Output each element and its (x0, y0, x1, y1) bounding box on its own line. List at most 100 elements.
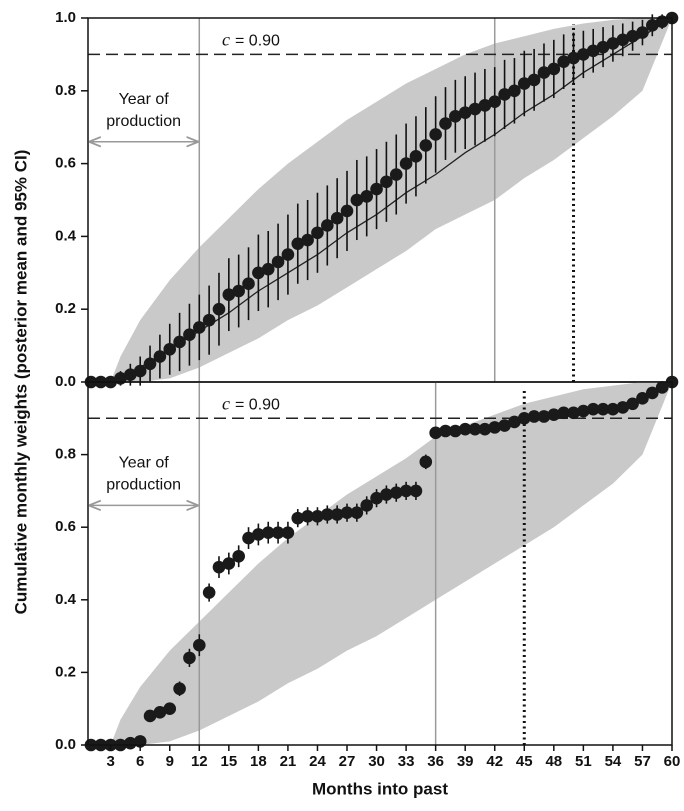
x-tick-label: 51 (575, 753, 592, 770)
point (636, 26, 649, 39)
annotation-text: production (106, 477, 181, 494)
point (311, 226, 324, 240)
point (340, 204, 354, 218)
y-tick-label: 1.0 (55, 9, 76, 26)
x-tick-label: 54 (605, 753, 622, 770)
point (399, 157, 413, 170)
x-tick-label: 12 (191, 753, 208, 770)
threshold-value: = 0.90 (235, 397, 280, 414)
point (537, 66, 551, 79)
point (646, 18, 659, 32)
point (153, 350, 167, 363)
point (173, 682, 186, 696)
point (557, 406, 570, 420)
point (429, 128, 442, 141)
point (330, 211, 344, 225)
point (478, 422, 492, 436)
annotation-text: Year of (119, 455, 170, 472)
point (488, 95, 502, 109)
point (173, 335, 186, 349)
point (311, 510, 324, 523)
point (517, 77, 531, 90)
point (242, 277, 255, 291)
point (498, 419, 511, 432)
point (596, 402, 610, 416)
ci-band (110, 18, 672, 382)
y-tick-label: 0.4 (55, 227, 77, 244)
y-tick-label: 0.6 (55, 155, 76, 172)
point (360, 190, 374, 203)
point (252, 528, 265, 541)
point (577, 404, 590, 418)
y-tick-label: 0.0 (55, 736, 76, 753)
point (616, 401, 630, 414)
point (439, 117, 452, 130)
point (153, 706, 167, 719)
point (616, 33, 630, 47)
plot-frame (87, 381, 673, 746)
point (301, 510, 314, 523)
point (192, 321, 206, 334)
point (498, 88, 511, 101)
x-tick-label: 6 (136, 753, 144, 770)
x-tick-label: 27 (339, 753, 356, 770)
point (202, 313, 216, 327)
point (202, 586, 216, 599)
point (212, 560, 226, 574)
point (439, 424, 452, 438)
point (508, 84, 521, 98)
x-axis-title: Months into past (312, 779, 448, 798)
point (232, 549, 245, 563)
x-tick-label: 45 (516, 753, 533, 770)
point (133, 364, 147, 378)
point (389, 168, 403, 181)
y-axis-title: Cumulative monthly weights (posterior me… (11, 150, 30, 615)
threshold-value: = 0.90 (235, 33, 280, 50)
x-tick-label: 18 (250, 753, 267, 770)
point (183, 651, 196, 665)
point (291, 237, 305, 250)
point (547, 408, 561, 421)
point (488, 421, 502, 434)
point (281, 526, 295, 539)
threshold-label: c = 0.90 (222, 393, 280, 413)
point (409, 150, 423, 163)
point (222, 288, 236, 301)
annotation-text: production (106, 113, 181, 130)
point (252, 266, 265, 280)
point (124, 368, 137, 382)
point (537, 410, 551, 423)
x-tick-label: 15 (220, 753, 237, 770)
x-tick-label: 48 (545, 753, 562, 770)
point (626, 29, 639, 43)
point (143, 709, 157, 723)
point (557, 55, 570, 68)
point (380, 175, 393, 189)
point (370, 182, 383, 196)
point (508, 415, 521, 429)
y-tick-label: 0.8 (55, 82, 76, 99)
point (261, 262, 275, 276)
point (636, 392, 649, 405)
x-tick-label: 57 (634, 753, 651, 770)
point (143, 357, 157, 371)
threshold-symbol: c (222, 30, 230, 50)
point (222, 557, 236, 570)
point (449, 424, 462, 438)
y-tick-label: 0.4 (55, 591, 77, 608)
x-tick-label: 39 (457, 753, 474, 770)
point (586, 44, 600, 58)
point (192, 638, 206, 652)
x-tick-label: 42 (486, 753, 503, 770)
point (458, 422, 472, 436)
point (478, 99, 492, 112)
point (567, 51, 580, 65)
point (370, 491, 383, 505)
threshold-label: c = 0.90 (222, 30, 280, 50)
point (449, 109, 462, 123)
point (626, 397, 639, 411)
point (606, 37, 620, 50)
point (183, 328, 196, 341)
point (586, 402, 600, 416)
